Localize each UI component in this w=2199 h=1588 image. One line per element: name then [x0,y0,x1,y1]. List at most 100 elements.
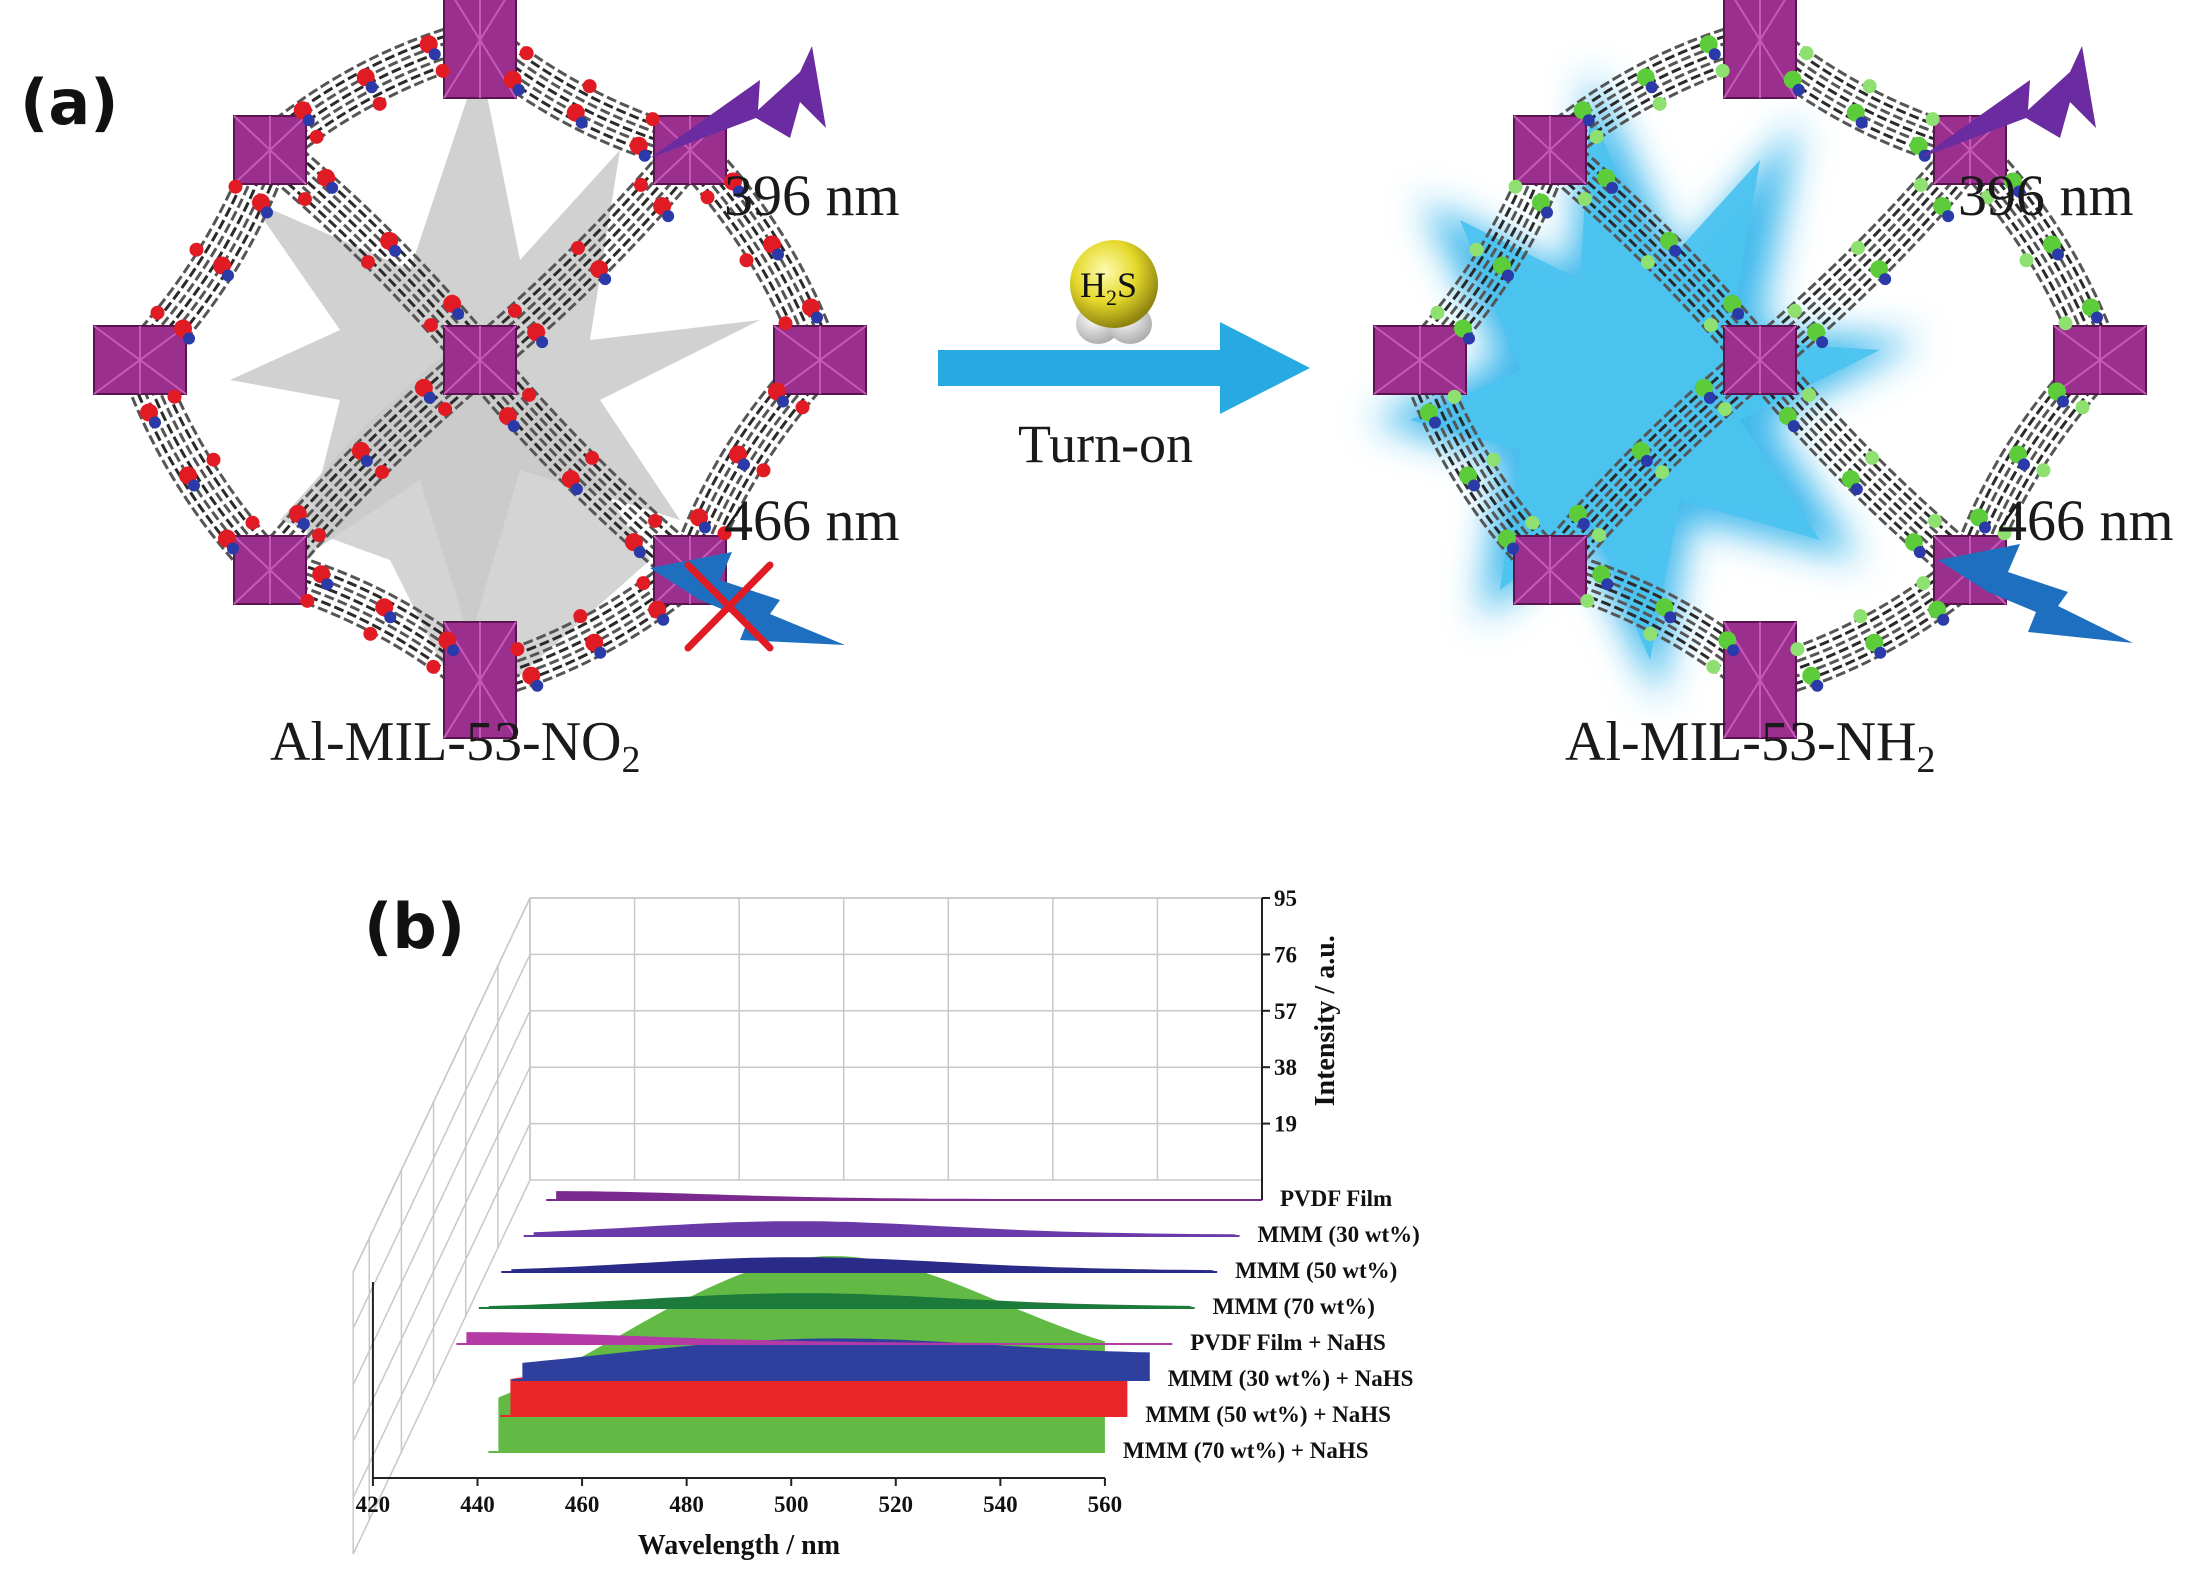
linker-strand [1768,20,1981,133]
y-tick-label: 19 [1274,1112,1297,1137]
nitrogen-dot [1816,336,1829,349]
functional-group-dot [570,240,585,255]
functional-group-dot [1486,452,1501,467]
arrow-label: Turn-on [1018,414,1193,474]
functional-group-dot [228,179,243,194]
functional-group-dot [245,515,260,530]
nitrogen-dot [321,578,334,591]
nitrogen-dot [423,391,436,404]
functional-group-dot [360,255,375,270]
aluminum-octahedron [2053,325,2147,395]
functional-group-dot [519,46,534,61]
functional-group-dot [510,642,525,657]
nitrogen-dot [1978,521,1991,534]
x-tick-label: 420 [356,1492,391,1517]
nitrogen-dot [811,311,824,324]
aluminum-octahedron [1723,325,1797,395]
nitrogen-dot [1787,420,1800,433]
functional-group-dot [435,63,450,78]
x-tick-label: 560 [1088,1492,1123,1517]
x-tick-label: 540 [983,1492,1018,1517]
nitrogen-dot [1428,416,1441,429]
functional-group-dot [1706,659,1721,674]
nitrogen-dot [599,273,612,286]
nitrogen-dot [1727,644,1740,657]
nitrogen-dot [365,81,378,94]
functional-group-dot [2019,253,2034,268]
functional-group-dot [1580,593,1595,608]
right-framework-mof [1370,0,2147,739]
right-amine-groups [1419,35,2104,692]
x-tick-label: 520 [879,1492,914,1517]
aluminum-octahedron [1513,115,1587,185]
nitrogen-dot [633,546,646,559]
nitrogen-dot [638,149,651,162]
nitrogen-dot [428,48,441,61]
functional-group-dot [717,526,732,541]
linker-strand [259,19,471,133]
functional-group-dot [1508,179,1523,194]
functional-group-dot [1643,626,1658,641]
x-tick-label: 480 [669,1492,704,1517]
functional-group-dot [2058,316,2073,331]
nitrogen-dot [1811,679,1824,692]
functional-group-dot [312,528,327,543]
nitrogen-dot [1913,546,1926,559]
functional-group-dot [372,96,387,111]
panel-b: (b) MMM (70 wt%) + NaHS MMM (50 wt%) + Na… [352,886,1420,1561]
functional-group-dot [1790,642,1805,657]
functional-group-dot [795,400,810,415]
series-label-6: MMM (50 wt%) + NaHS [1145,1402,1391,1427]
functional-group-dot [1469,242,1484,257]
functional-group-dot [1787,303,1802,318]
left-excitation-bolt-icon [650,46,826,158]
functional-group-dot [300,593,315,608]
y-tick-label: 76 [1274,942,1297,967]
aluminum-octahedron [1513,535,1587,605]
emission-blocked-cross-icon [684,561,774,652]
nitrogen-dot [772,248,785,261]
nitrogen-dot [1703,391,1716,404]
functional-group-dot [778,316,793,331]
series-label-3: MMM (70 wt%) [1213,1294,1375,1319]
functional-group-dot [636,576,651,591]
nitrogen-dot [507,420,520,433]
functional-group-dot [206,452,221,467]
nitrogen-dot [536,336,549,349]
series-label-7: MMM (70 wt%) + NaHS [1123,1438,1369,1463]
nitrogen-dot [1606,181,1619,194]
functional-group-dot [1525,515,1540,530]
functional-group-dot [150,305,165,320]
functional-group-dot [1703,318,1718,333]
nitrogen-dot [662,210,675,223]
nitrogen-dot [261,206,274,219]
nitrogen-dot [1640,454,1653,467]
x-axis-title: Wavelength / nm [638,1530,840,1561]
series-area-0 [556,1191,1262,1200]
right-excitation-label: 396 nm [1958,163,2134,228]
functional-group-dot [363,626,378,641]
nitrogen-dot [657,613,670,626]
nitrogen-dot [297,517,310,530]
functional-group-dot [573,609,588,624]
functional-group-dot [1447,389,1462,404]
nitrogen-dot [531,679,544,692]
linker-strand [1539,19,1751,133]
legend-labels: MMM (70 wt%) + NaHS MMM (50 wt%) + NaHS MM… [1123,1186,1420,1463]
nitrogen-dot [1942,210,1955,223]
left-nitro-groups [139,35,824,692]
nitrogen-dot [1792,83,1805,96]
y-tick-label: 57 [1274,999,1297,1024]
functional-group-dot [633,177,648,192]
x-tick-label: 500 [774,1492,809,1517]
nitrogen-dot [148,416,161,429]
nitrogen-dot [447,644,460,657]
functional-group-dot [1925,112,1940,127]
right-excitation-bolt-icon [1920,46,2096,158]
nitrogen-dot [187,479,200,492]
right-emission-bolt-icon [1938,544,2133,643]
functional-group-dot [2075,400,2090,415]
x-tick-label: 440 [460,1492,495,1517]
functional-group-dot [756,463,771,478]
panel-a: (a) 396 nm 466 nm 396 nm 466 nm [20,0,2174,781]
